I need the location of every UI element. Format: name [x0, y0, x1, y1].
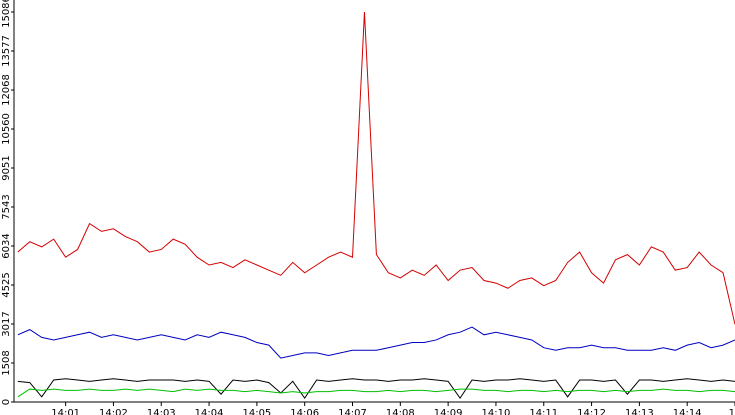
y-tick-label: 10560	[1, 113, 12, 145]
x-tick-label: 14:13	[625, 408, 654, 415]
y-tick-label: 15086	[1, 0, 12, 28]
y-tick-label: 4525	[1, 272, 12, 297]
y-tick-label: 9051	[1, 155, 12, 180]
y-tick-label: 6034	[1, 233, 12, 258]
y-tick-label: 12068	[1, 74, 12, 106]
x-tick-label: 14:11	[529, 408, 558, 415]
x-tick-label: 14:10	[482, 408, 511, 415]
x-tick-label: 14	[729, 408, 735, 415]
x-tick-label: 14:09	[434, 408, 463, 415]
x-tick-label: 14:03	[147, 408, 176, 415]
y-tick-label: 13577	[1, 35, 12, 67]
y-tick-label: 0	[1, 399, 12, 405]
x-tick-label: 14:01	[51, 408, 80, 415]
series-line	[17, 11, 735, 325]
series-line	[17, 326, 735, 359]
series-line	[17, 388, 735, 398]
x-tick-label: 14:12	[577, 408, 606, 415]
y-tick-label: 7543	[1, 194, 12, 219]
x-tick-label: 14:07	[338, 408, 367, 415]
x-tick-label: 14:06	[290, 408, 319, 415]
x-tick-label: 14:02	[99, 408, 128, 415]
series-line	[17, 378, 735, 400]
x-tick-label: 14:14	[673, 408, 702, 415]
x-tick-label: 14:08	[386, 408, 415, 415]
x-tick-label: 14:04	[195, 408, 224, 415]
y-tick-label: 1508	[1, 350, 12, 375]
y-tick-label: 3017	[1, 311, 12, 336]
x-tick-label: 14:05	[242, 408, 271, 415]
